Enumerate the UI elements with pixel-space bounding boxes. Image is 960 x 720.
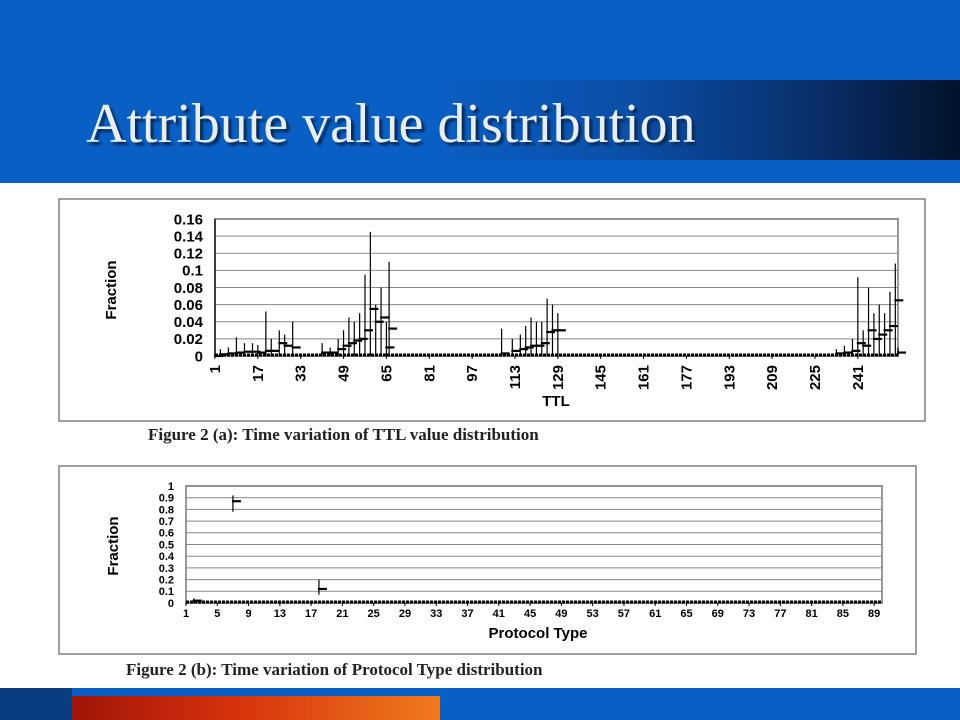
chart-ttl-xtick: 97 [464,365,481,382]
chart-ttl-xtick: 129 [550,365,567,390]
chart-ttl-xtick: 17 [250,365,267,382]
chart-protocol-xtick: 25 [368,608,380,620]
chart-protocol-ytick: 0.8 [159,504,174,516]
chart-ttl-ytick: 0.06 [174,297,203,314]
chart-protocol-xtick: 73 [743,608,755,620]
chart-ttl-ytick: 0.1 [182,263,203,280]
chart-protocol-ytick: 0.2 [159,574,174,586]
chart-ttl-xtick: 33 [293,365,310,382]
chart-ttl-xtick: 177 [678,365,695,390]
chart-protocol-ytick: 1 [168,481,174,493]
chart-ttl-xtick: 209 [764,365,781,390]
chart-protocol-xtick: 61 [649,608,661,620]
chart-protocol-xtick: 17 [305,608,317,620]
chart-protocol-xtick: 65 [680,608,692,620]
chart-protocol-xtick: 85 [837,608,849,620]
chart-protocol-xtick: 21 [336,608,348,620]
chart-protocol-xtick: 1 [183,608,189,620]
chart-protocol-ytick: 0.3 [159,563,174,575]
chart-protocol-ylabel: Fraction [105,516,122,575]
chart-protocol-xtick: 33 [430,608,442,620]
chart-protocol-ytick: 0.9 [159,493,174,505]
chart-ttl-xtick: 81 [421,365,438,382]
footer-dark-block [0,688,72,720]
chart-protocol-ytick: 0 [168,598,174,610]
chart-protocol-xtick: 41 [493,608,505,620]
chart-protocol-xtick: 5 [214,608,220,620]
chart-protocol-xtick: 77 [774,608,786,620]
chart-protocol-ytick: 0.5 [159,539,174,551]
chart-protocol-xtick: 69 [712,608,724,620]
footer-accent-bar [72,696,440,720]
chart-ttl-ytick: 0.16 [174,211,203,228]
chart-protocol-caption: Figure 2 (b): Time variation of Protocol… [126,660,543,679]
chart-protocol-xtick: 9 [245,608,251,620]
chart-protocol-xtick: 45 [524,608,536,620]
chart-protocol-ytick: 0.4 [159,551,175,563]
chart-protocol-xlabel: Protocol Type [489,625,588,642]
chart-ttl-xtick: 113 [507,365,524,389]
chart-protocol-xtick: 49 [555,608,567,620]
chart-ttl-ytick: 0 [195,348,203,365]
chart-ttl-xtick: 65 [378,365,395,382]
chart-ttl-ylabel: Fraction [103,260,120,319]
chart-ttl-ytick: 0.02 [174,331,203,348]
chart-protocol-xtick: 53 [587,608,599,620]
chart-ttl-ytick: 0.04 [174,314,204,331]
title-band [0,80,960,160]
slide-title: Attribute value distribution [86,93,696,155]
chart-protocol-ytick: 0.1 [159,586,174,598]
chart-ttl-xtick: 225 [807,365,824,390]
chart-protocol-ytick: 0.7 [159,516,174,528]
chart-ttl-xtick: 49 [336,365,353,382]
chart-ttl-xtick: 145 [593,365,610,390]
chart-ttl-xtick: 193 [721,365,738,390]
chart-ttl-ytick: 0.08 [174,280,203,297]
chart-ttl-xtick: 241 [850,365,867,390]
chart-protocol-xtick: 37 [461,608,473,620]
chart-ttl-ytick: 0.14 [174,228,204,245]
chart-ttl-xtick: 161 [636,365,653,390]
chart-protocol-xtick: 29 [399,608,411,620]
chart-protocol: 10.90.80.70.60.50.40.30.20.10 1 5 9 13 17 21 2… [58,465,917,679]
chart-ttl-xtick: 1 [207,365,224,373]
chart-ttl-caption: Figure 2 (a): Time variation of TTL valu… [148,425,539,444]
chart-ttl-ytick: 0.12 [174,246,203,263]
chart-protocol-xtick: 89 [868,608,880,620]
chart-ttl-xlabel: TTL [542,393,570,410]
chart-protocol-xtick: 81 [805,608,817,620]
chart-protocol-ytick: 0.6 [159,528,174,540]
chart-protocol-xtick: 57 [618,608,630,620]
chart-ttl: 0.160.140.120.10.080.060.040.020 1 17 33 49… [58,198,926,444]
chart-protocol-xtick: 13 [274,608,286,620]
